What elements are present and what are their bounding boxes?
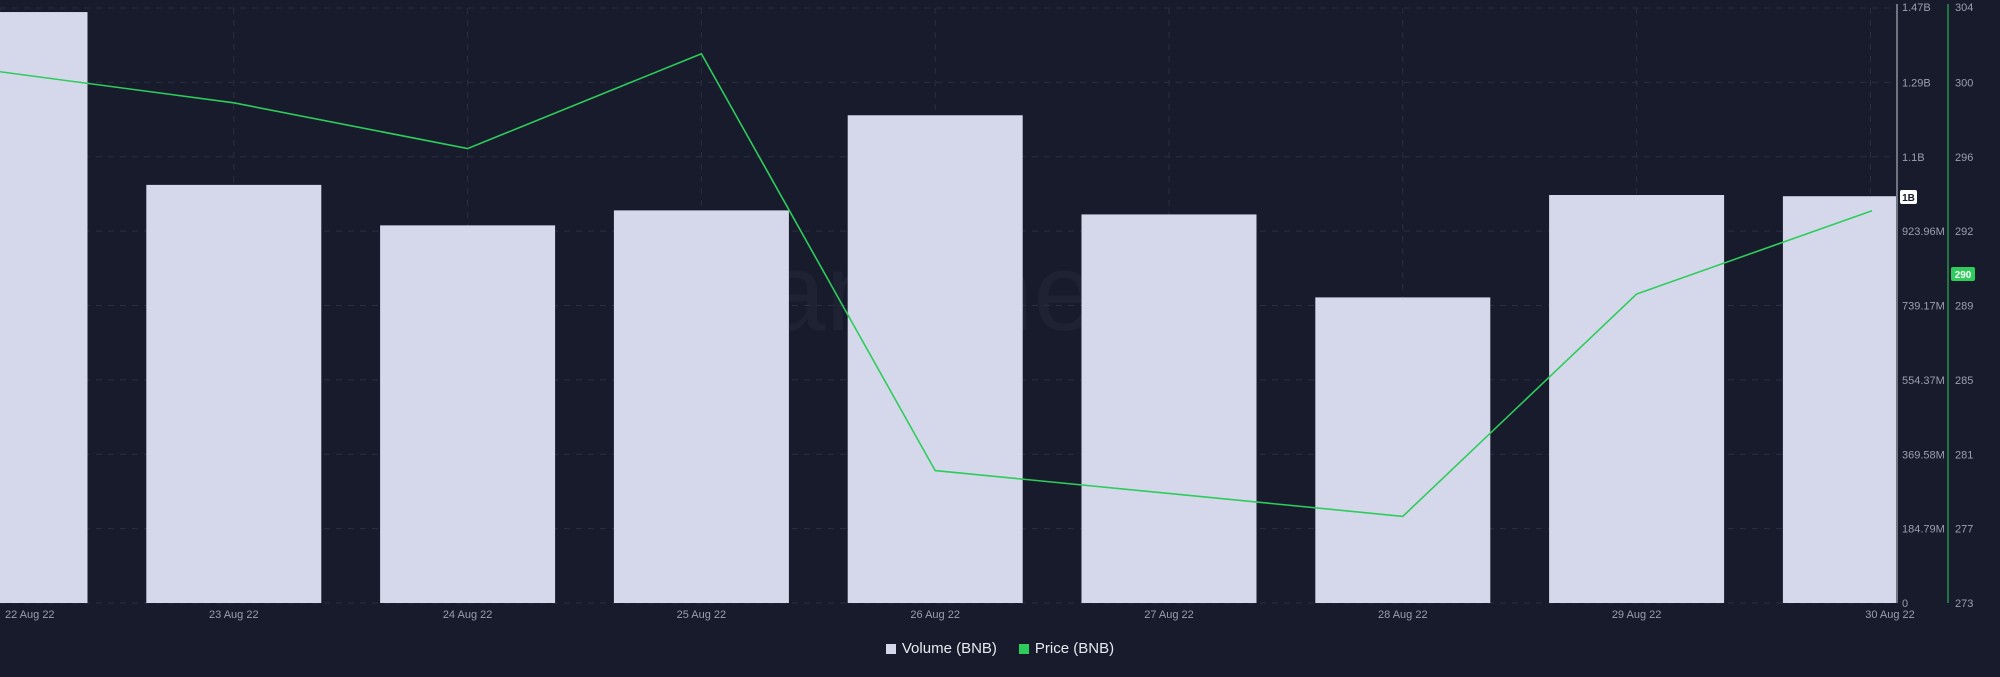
price-tick-label: 292 [1955,226,1973,238]
volume-bar [613,210,789,603]
volume-tick-label: 0 [1902,598,1908,610]
volume-bar [0,12,88,604]
price-tick-label: 304 [1955,2,1973,14]
price-tick-label: 285 [1955,375,1973,387]
volume-tick-label: 184.79M [1902,524,1945,536]
price-tick-label: 281 [1955,449,1973,461]
x-tick-label: 26 Aug 22 [910,609,960,621]
price-tick-label: 289 [1955,301,1973,313]
legend-label-volume: Volume (BNB) [901,640,997,657]
volume-tick-label: 1.1B [1902,152,1925,164]
legend-label-price: Price (BNB) [1034,640,1115,657]
price-tick-label: 296 [1955,152,1973,164]
volume-swatch [885,643,896,654]
price-line [0,52,1873,518]
price-marker-label: 290 [1955,270,1972,281]
x-tick-label: 30 Aug 22 [1865,609,1915,621]
volume-bar [847,115,1023,603]
price-swatch [1018,643,1029,654]
price-tick-label: 277 [1955,524,1973,536]
legend: Volume (BNB) Price (BNB) [0,640,2000,657]
volume-tick-label: 923.96M [1902,226,1945,238]
price-tick-label: 300 [1955,77,1973,89]
volume-bar [1549,195,1725,603]
legend-item-price[interactable]: Price (BNB) [1018,640,1115,657]
x-tick-label: 22 Aug 22 [5,609,55,621]
volume-tick-label: 1.47B [1902,2,1931,14]
x-tick-label: 23 Aug 22 [209,609,259,621]
volume-bar [380,225,556,603]
volume-tick-label: 369.58M [1902,449,1945,461]
volume-bar [1315,297,1491,603]
x-tick-label: 25 Aug 22 [677,609,727,621]
price-tick-label: 273 [1955,598,1973,610]
volume-tick-label: 739.17M [1902,301,1945,313]
x-tick-label: 28 Aug 22 [1378,609,1428,621]
price-marker-badge [1951,267,1975,281]
x-tick-label: 29 Aug 22 [1612,609,1662,621]
legend-item-volume[interactable]: Volume (BNB) [885,640,997,657]
volume-bar [146,184,322,603]
volume-marker-label: 1B [1902,193,1915,204]
x-tick-label: 24 Aug 22 [443,609,493,621]
volume-marker-badge [1900,190,1917,204]
volume-bar [1782,196,1896,603]
x-tick-label: 27 Aug 22 [1144,609,1194,621]
volume-tick-label: 1.29B [1902,77,1931,89]
volume-bar [1081,214,1257,603]
volume-tick-label: 554.37M [1902,375,1945,387]
